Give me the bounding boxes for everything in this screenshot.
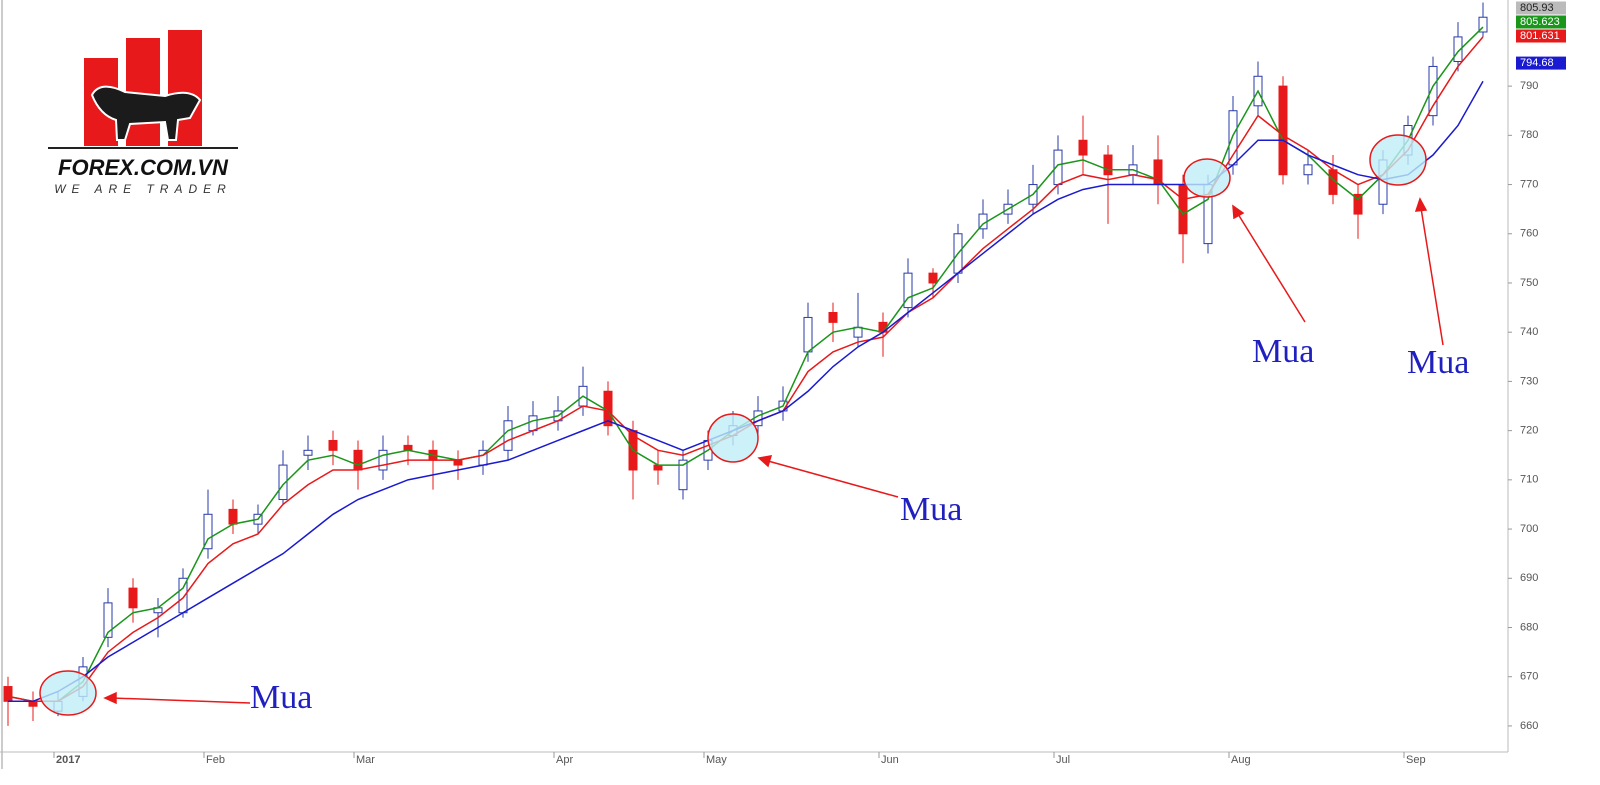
price-tag: [1516, 1, 1566, 15]
candle-body: [3, 686, 13, 702]
candle-body: [903, 272, 913, 309]
annotation: Mua: [250, 679, 312, 716]
y-tick-label: 700: [1520, 523, 1538, 535]
price-tag: [1516, 15, 1566, 29]
price-tag: [1516, 56, 1566, 70]
y-tick-label: 790: [1520, 80, 1538, 92]
candle-body: [928, 272, 938, 284]
candle-body: [278, 464, 288, 501]
y-tick-label: 760: [1520, 228, 1538, 240]
y-tick-label: 670: [1520, 671, 1538, 683]
x-tick-label: Aug: [1231, 754, 1251, 766]
candle-body: [528, 415, 538, 432]
arrow: [111, 697, 251, 704]
price-tag-label: 801.631: [1520, 30, 1560, 42]
logo: FOREX.COM.VN WE ARE TRADER: [48, 30, 238, 196]
candle-body: [503, 420, 513, 451]
y-tick-label: 720: [1520, 425, 1538, 437]
annotation: Mua: [1407, 344, 1469, 381]
annotation: Mua: [900, 491, 962, 528]
y-tick-label: 740: [1520, 326, 1538, 338]
annotations: [39, 134, 1444, 716]
x-tick-label: Feb: [206, 754, 225, 766]
x-tick-label: Mar: [356, 754, 375, 766]
price-tag-label: 805.623: [1520, 16, 1560, 28]
price-tag-label: 805.93: [1520, 2, 1554, 14]
x-tick-label: Apr: [556, 754, 573, 766]
y-tick-label: 780: [1520, 129, 1538, 141]
candle-body: [228, 508, 238, 525]
y-tick-label: 770: [1520, 178, 1538, 190]
y-tick-label: 690: [1520, 572, 1538, 584]
y-tick-label: 750: [1520, 277, 1538, 289]
arrow: [1237, 213, 1306, 323]
candle-body: [1278, 85, 1288, 176]
candle-body: [1353, 193, 1363, 215]
annotation: Mua: [1252, 333, 1314, 370]
candle-body: [378, 449, 388, 471]
price-tag-label: 794.68: [1520, 57, 1554, 69]
arrow-head: [1414, 197, 1428, 212]
logo-bull: [90, 85, 202, 141]
candle-body: [1428, 65, 1438, 117]
x-tick-label: 2017: [56, 754, 80, 766]
highlight-circle: [39, 670, 97, 716]
candle-body: [328, 439, 338, 451]
candle-body: [353, 449, 363, 471]
logo-slogan: WE ARE TRADER: [54, 182, 232, 196]
x-tick-label: Jun: [881, 754, 899, 766]
candle-body: [803, 316, 813, 353]
candle-body: [1103, 154, 1113, 176]
y-tick-label: 730: [1520, 375, 1538, 387]
candle-body: [678, 459, 688, 491]
candle-body: [1078, 139, 1088, 156]
candle-body: [303, 449, 313, 456]
highlight-circle: [707, 413, 759, 463]
candle-body: [853, 326, 863, 338]
highlight-circle: [1369, 134, 1427, 186]
candle-body: [203, 513, 213, 550]
highlight-circle: [1183, 158, 1231, 198]
arrow: [1420, 207, 1444, 346]
y-tick-label: 710: [1520, 474, 1538, 486]
price-tag: [1516, 29, 1566, 43]
y-tick-label: 660: [1520, 720, 1538, 732]
x-tick-label: Sep: [1406, 754, 1426, 766]
candle-body: [1303, 164, 1313, 176]
candle-body: [128, 587, 138, 609]
x-tick-label: May: [706, 754, 727, 766]
candle-body: [828, 312, 838, 323]
arrow-head: [757, 455, 773, 468]
arrow: [767, 460, 899, 498]
candle-body: [1478, 16, 1488, 33]
y-tick-label: 680: [1520, 621, 1538, 633]
x-tick-label: Jul: [1056, 754, 1070, 766]
candle-body: [103, 602, 113, 638]
candle-body: [1228, 110, 1238, 166]
candle-body: [1453, 36, 1463, 63]
logo-title: FOREX.COM.VN: [58, 155, 229, 180]
arrow-head: [1232, 204, 1245, 220]
arrow-head: [103, 691, 117, 705]
